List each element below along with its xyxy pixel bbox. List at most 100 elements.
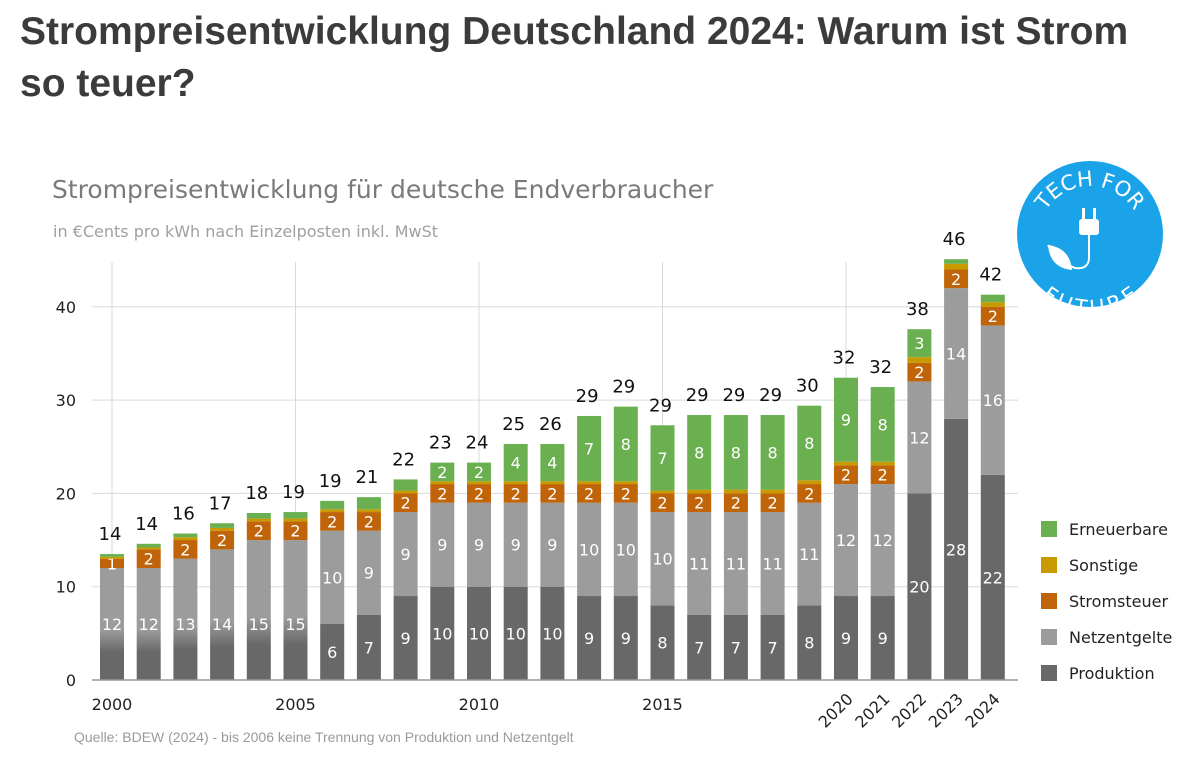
segment-label: 12 [139,615,159,634]
bar-segment-sonstige [944,263,969,270]
bar-segment-netzentgelte [980,325,1005,475]
bar-segment-produktion [356,614,381,680]
bar-segment-stromsteuer [980,306,1005,326]
legend-label: Netzentgelte [1069,628,1172,647]
segment-label: 12 [102,615,122,634]
segment-label: 7 [364,638,374,657]
segment-label: 12 [836,531,856,550]
bar-segment-erneuerbare [246,512,271,519]
bar-segment-produktion [834,596,858,680]
bar-segment-sonstige [320,509,345,513]
bar-segment-produktion [577,596,602,680]
segment-label: 2 [988,307,998,326]
total-label: 29 [576,386,599,407]
x-tick-label: 2024 [961,689,1003,731]
y-tick-label: 20 [56,484,76,503]
segment-label: 10 [506,624,526,643]
segment-label: 2 [914,363,924,382]
total-label: 25 [502,414,525,435]
bar-segment-produktion [797,605,822,680]
total-label: 32 [869,357,892,378]
bar-segment-netzentgelte [613,502,638,597]
bar-segment-stromsteuer [136,549,161,569]
segment-label: 10 [579,540,599,559]
legend-label: Stromsteuer [1069,592,1168,611]
segment-label: 2 [804,484,814,503]
bar-segment-netzentgelte [650,512,675,606]
segment-label: 9 [878,629,888,648]
segment-label: 8 [694,443,704,462]
segment-label: 2 [657,494,667,513]
bar-segment-stromsteuer [907,362,932,382]
bar-segment-sonstige [760,489,785,494]
bar-segment-produktion [980,474,1005,680]
bar-segment-sonstige [356,509,381,513]
x-tick-label: 2021 [851,689,893,731]
bar-segment-stromsteuer [503,484,528,503]
bar-segment-produktion [944,418,969,680]
bar-segment-netzentgelte [907,381,932,494]
segment-label: 2 [437,463,447,482]
bar-segment-stromsteuer [577,484,602,503]
bar-segment-erneuerbare [100,554,124,557]
bar-segment-produktion [430,586,455,680]
bar-segment-erneuerbare [503,443,528,482]
segment-label: 8 [878,415,888,434]
bar-segment-erneuerbare [356,497,381,510]
segment-label: 2 [290,522,300,541]
segment-label: 20 [909,578,929,597]
bar-segment-netzentgelte [320,530,345,625]
legend-swatch [1041,593,1057,609]
bar-segment-stromsteuer [100,558,124,569]
x-tick-label: 2020 [815,689,857,731]
segment-label: 15 [285,615,305,634]
segment-label: 9 [547,536,557,555]
bar-segment-stromsteuer [687,493,712,513]
page-title: Strompreisentwicklung Deutschland 2024: … [20,10,1129,105]
bar-segment-sonstige [650,490,675,494]
segment-label: 9 [511,536,521,555]
bar-segment-stromsteuer [320,512,345,531]
bar-segment-erneuerbare [467,462,491,482]
total-label: 14 [99,524,122,545]
segment-label: 7 [657,449,667,468]
total-label: 22 [392,449,415,470]
segment-label: 2 [327,512,337,531]
bar-segment-erneuerbare [870,387,895,462]
bar-segment-sonstige [393,490,418,494]
total-label: 29 [686,385,709,406]
segment-label: 6 [327,643,337,662]
segment-label: 10 [432,624,452,643]
bar-segment-stromsteuer [760,493,785,513]
legend-swatch [1041,629,1057,645]
segment-label: 2 [731,494,741,513]
x-tick-label: 2000 [92,695,133,714]
total-label: 29 [649,395,672,416]
bar-segment-netzentgelte [834,484,858,597]
bar-segment-produktion [870,596,895,680]
bar-segment-netzentgelte [430,502,455,587]
total-label: 16 [172,504,195,525]
bar-segment-stromsteuer [650,493,675,513]
segment-label: 10 [652,550,672,569]
legend-label: Sonstige [1069,556,1138,575]
segment-label: 11 [762,554,782,573]
segment-label: 2 [217,531,227,550]
segment-label: 2 [694,494,704,513]
bar-segment-sonstige [797,480,822,485]
bar-segment-produktion [467,586,491,680]
segment-label: 28 [946,540,966,559]
segment-label: 2 [364,512,374,531]
segment-label: 7 [731,638,741,657]
bar-segment-sonstige [540,481,565,485]
segment-label: 2 [768,494,778,513]
bar-segment-stromsteuer [210,530,235,550]
bar-segment-stromsteuer [540,484,565,503]
segment-label: 9 [621,629,631,648]
bar-segment-erneuerbare [723,415,748,490]
segment-label: 14 [212,615,232,634]
total-label: 19 [282,482,305,503]
total-label: 17 [209,493,232,514]
bar-segment-produktion [540,586,565,680]
